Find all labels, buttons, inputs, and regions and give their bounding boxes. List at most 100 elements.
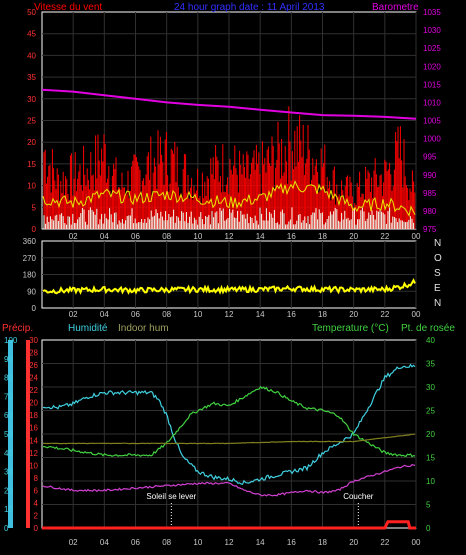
- wind-tick-label: 5: [32, 203, 37, 212]
- panel-wind-x-ticks: 02 04 06 08 10 12 14 16 18 20 22 00: [69, 232, 421, 241]
- x-tick-label: 04: [100, 232, 109, 241]
- humidity-tick-label: 90: [4, 355, 13, 364]
- x-tick-label: 04: [100, 310, 109, 319]
- temperature-tick-labels: 0 5 10 15 20 25 30 35 40: [426, 336, 435, 533]
- temperature-tick-label: 20: [426, 430, 435, 439]
- series-line: [42, 385, 416, 458]
- x-tick-label: 14: [256, 310, 265, 319]
- compass-letter: S: [434, 268, 441, 279]
- precip-tick-label: 28: [29, 349, 38, 358]
- x-tick-label: 20: [349, 538, 358, 547]
- precip-tick-label: 26: [29, 361, 38, 370]
- x-tick-label: 18: [318, 538, 327, 547]
- direction-tick-label: 180: [23, 271, 37, 280]
- sun-annotations: Soleil se lever Coucher: [146, 492, 374, 528]
- panel-temp-series: [42, 363, 416, 530]
- panel-direction-series: [42, 277, 416, 296]
- temperature-tick-label: 35: [426, 360, 435, 369]
- wind-direction-line: [42, 277, 416, 296]
- x-tick-label: 08: [162, 232, 171, 241]
- panel-temp-x-ticks: 02 04 06 08 10 12 14 16 18 20 22 00: [69, 538, 421, 547]
- barometer-tick-label: 1000: [423, 135, 441, 144]
- chart-title: 24 hour graph date : 11 April 2013: [174, 2, 325, 13]
- x-tick-label: 22: [380, 538, 389, 547]
- x-tick-label: 20: [349, 232, 358, 241]
- temperature-axis-title: Temperature (°C): [312, 323, 389, 334]
- panel-wind-series: [41, 88, 417, 217]
- x-tick-label: 08: [162, 538, 171, 547]
- precip-tick-label: 18: [29, 411, 38, 420]
- temperature-tick-label: 15: [426, 454, 435, 463]
- humidity-tick-labels: 0 10 20 30 40 50 60 70 80 90 100: [4, 336, 18, 533]
- barometer-tick-label: 975: [423, 225, 437, 234]
- x-tick-label: 22: [380, 232, 389, 241]
- barometer-tick-label: 1020: [423, 62, 441, 71]
- precip-tick-label: 6: [34, 486, 39, 495]
- x-tick-label: 00: [412, 538, 421, 547]
- temperature-tick-label: 40: [426, 336, 435, 345]
- x-tick-label: 10: [193, 310, 202, 319]
- x-tick-label: 18: [318, 232, 327, 241]
- x-tick-label: 02: [69, 232, 78, 241]
- x-tick-label: 12: [225, 538, 234, 547]
- panel-wind-grid: [42, 12, 417, 229]
- series-line: [42, 464, 416, 497]
- direction-tick-label: 360: [23, 237, 37, 246]
- humidity-tick-label: 50: [4, 430, 13, 439]
- humidity-tick-label: 80: [4, 374, 13, 383]
- x-tick-label: 16: [287, 538, 296, 547]
- humidity-axis-title: Humidité: [68, 323, 108, 334]
- precip-tick-label: 4: [34, 499, 39, 508]
- x-tick-label: 04: [100, 538, 109, 547]
- wind-tick-label: 50: [27, 8, 36, 17]
- indoor-hum-title: Indoor hum: [118, 323, 169, 334]
- average-wind-line: [42, 180, 416, 217]
- barometer-tick-label: 985: [423, 189, 437, 198]
- humidity-tick-label: 10: [4, 505, 13, 514]
- humidity-tick-label: 70: [4, 392, 13, 401]
- barometer-tick-label: 1005: [423, 117, 441, 126]
- wind-gust-bars: [43, 106, 416, 229]
- x-tick-label: 10: [193, 232, 202, 241]
- barometer-tick-label: 1035: [423, 8, 441, 17]
- precip-axis-bar: [26, 340, 30, 528]
- humidity-tick-label: 30: [4, 468, 13, 477]
- precip-tick-label: 20: [29, 399, 38, 408]
- precip-line: [42, 520, 416, 530]
- barometer-line: [41, 88, 417, 120]
- wind-tick-label: 35: [27, 73, 36, 82]
- wind-tick-label: 30: [27, 95, 36, 104]
- precip-tick-label: 0: [34, 524, 39, 533]
- wind-tick-label: 0: [32, 225, 37, 234]
- barometer-axis-title: Barometre: [372, 2, 419, 13]
- compass-letter: O: [434, 253, 442, 264]
- barometer-tick-label: 990: [423, 171, 437, 180]
- compass-letter: N: [434, 298, 441, 309]
- direction-tick-label: 90: [27, 287, 36, 296]
- x-tick-label: 08: [162, 310, 171, 319]
- barometer-tick-label: 1010: [423, 98, 441, 107]
- wind-axis-title: Vitesse du vent: [34, 2, 102, 13]
- wind-tick-label: 40: [27, 51, 36, 60]
- precip-tick-label: 22: [29, 386, 38, 395]
- wind-tick-label: 20: [27, 138, 36, 147]
- humidity-tick-label: 40: [4, 449, 13, 458]
- wind-tick-label: 45: [27, 30, 36, 39]
- precip-tick-label: 30: [29, 336, 38, 345]
- x-tick-label: 06: [131, 538, 140, 547]
- temperature-tick-label: 5: [426, 501, 431, 510]
- x-tick-label: 14: [256, 232, 265, 241]
- x-tick-label: 00: [412, 232, 421, 241]
- x-tick-label: 02: [69, 310, 78, 319]
- x-tick-label: 16: [287, 232, 296, 241]
- temperature-tick-label: 30: [426, 383, 435, 392]
- x-tick-label: 06: [131, 310, 140, 319]
- x-tick-label: 00: [412, 310, 421, 319]
- x-tick-label: 10: [193, 538, 202, 547]
- temperature-tick-label: 25: [426, 407, 435, 416]
- compass-letter: E: [434, 283, 441, 294]
- precip-tick-label: 12: [29, 449, 38, 458]
- precip-tick-label: 10: [29, 461, 38, 470]
- precip-tick-label: 24: [29, 374, 38, 383]
